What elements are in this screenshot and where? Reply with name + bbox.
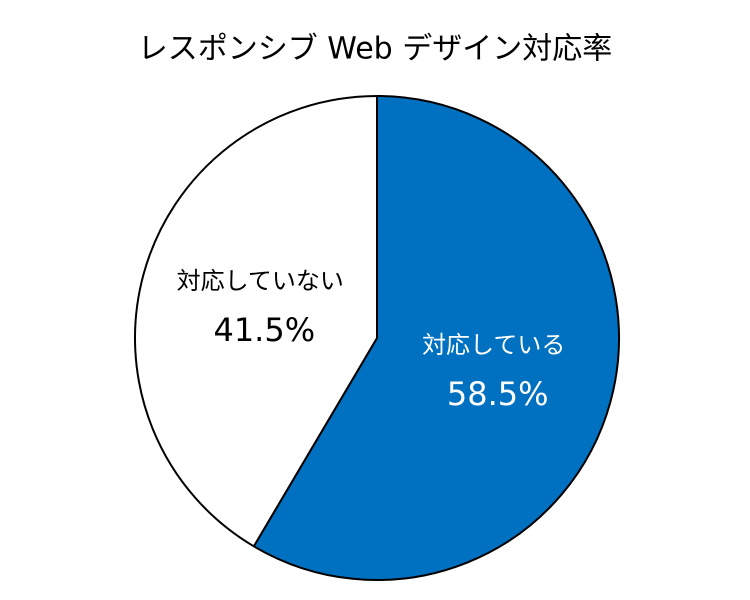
chart-title: レスポンシブ Web デザイン対応率 [138,32,612,67]
pie-slice [252,95,620,581]
slice-value-label: 41.5% [213,311,315,349]
slice-label: 対応していない [177,267,344,295]
slice-label: 対応している [422,331,565,359]
pie-slice [134,95,378,548]
slice-value-label: 58.5% [447,375,549,413]
